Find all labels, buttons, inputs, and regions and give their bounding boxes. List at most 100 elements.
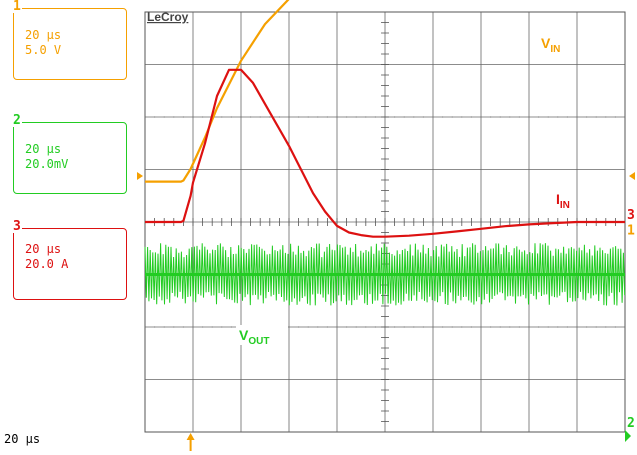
label-vout: VOUT bbox=[239, 327, 269, 347]
trigger-level-left-marker bbox=[137, 172, 143, 180]
grid-dot bbox=[490, 116, 492, 118]
grid-dot bbox=[317, 326, 319, 328]
grid-dot bbox=[403, 326, 405, 328]
label-vin: VIN bbox=[541, 35, 560, 55]
grid-dot bbox=[451, 116, 453, 118]
grid-dot bbox=[365, 326, 367, 328]
channel-3-timediv: 20 µs bbox=[25, 242, 62, 256]
grid-dot bbox=[451, 326, 453, 328]
grid-dot bbox=[595, 116, 597, 118]
grid-dot bbox=[346, 326, 348, 328]
grid-dot bbox=[605, 116, 607, 118]
grid-dot bbox=[365, 116, 367, 118]
grid-dot bbox=[557, 116, 559, 118]
grid-dot bbox=[566, 326, 569, 328]
grid-dot bbox=[547, 326, 549, 328]
grid-dot bbox=[230, 326, 232, 328]
trace-vin bbox=[145, 0, 290, 183]
grid-dot bbox=[422, 326, 424, 328]
brand-logo: LeCroy bbox=[147, 10, 189, 24]
channel-3-number: 3 bbox=[12, 219, 22, 234]
trace-labels: VIN IIN VOUT bbox=[236, 35, 570, 347]
grid-dot bbox=[202, 326, 204, 328]
grid-dot bbox=[355, 326, 357, 328]
grid-dot bbox=[394, 116, 396, 118]
grid-dot bbox=[490, 326, 492, 328]
grid-dot bbox=[154, 326, 156, 328]
grid-dot bbox=[518, 116, 521, 118]
grid-dot bbox=[298, 116, 300, 118]
grid-dot bbox=[605, 326, 607, 328]
grid-dot bbox=[154, 116, 156, 118]
grid-dot bbox=[259, 116, 261, 118]
channel-2-timediv: 20 µs bbox=[25, 142, 62, 156]
grid-dot bbox=[163, 116, 165, 118]
grid-dot bbox=[614, 116, 617, 118]
grid-dot bbox=[326, 326, 328, 328]
channel-1-box: 1 20 µs 5.0 V bbox=[12, 0, 127, 80]
grid-dot bbox=[298, 326, 300, 328]
grid-dot bbox=[173, 326, 175, 328]
grid-dot bbox=[470, 116, 472, 118]
grid-dot bbox=[442, 116, 444, 118]
grid-dot bbox=[346, 116, 348, 118]
grid-dot bbox=[538, 116, 540, 118]
channel-3-ground-marker: 3 bbox=[627, 208, 635, 223]
trigger-level-right-marker bbox=[629, 172, 635, 180]
grid-dot bbox=[230, 116, 232, 118]
grid-dot bbox=[163, 326, 165, 328]
grid-dot bbox=[374, 326, 376, 328]
label-iin: IIN bbox=[556, 191, 570, 211]
grid-dot bbox=[499, 326, 501, 328]
grid-dot bbox=[278, 116, 280, 118]
grid-dot bbox=[326, 116, 328, 118]
grid-dot bbox=[509, 326, 511, 328]
grid-dot bbox=[614, 326, 617, 328]
grid-dot bbox=[182, 326, 184, 328]
grid-dot bbox=[422, 116, 424, 118]
channel-3-box: 3 20 µs 20.0 A bbox=[12, 220, 127, 300]
markers: 31 2 bbox=[137, 172, 635, 451]
channel-3-scale: 20.0 A bbox=[25, 257, 69, 271]
grid-dot bbox=[518, 326, 521, 328]
grid-dot bbox=[557, 326, 559, 328]
grid-dot bbox=[269, 116, 271, 118]
grid-dot bbox=[221, 116, 223, 118]
grid-dot bbox=[355, 116, 357, 118]
timebase-readout: 20 µs bbox=[4, 432, 41, 446]
channel-2-ground-marker: 2 bbox=[627, 416, 635, 431]
grid-dot bbox=[538, 326, 540, 328]
grid-dot bbox=[182, 116, 184, 118]
channel-2-box: 2 20 µs 20.0mV bbox=[12, 114, 127, 194]
grid-dot bbox=[586, 326, 588, 328]
grid-dot bbox=[413, 116, 415, 118]
channel-1-timediv: 20 µs bbox=[25, 28, 62, 42]
grid-dot bbox=[547, 116, 549, 118]
grid-dot bbox=[413, 326, 415, 328]
grid-dot bbox=[442, 326, 444, 328]
grid-dot bbox=[461, 116, 463, 118]
traces bbox=[144, 0, 626, 306]
grid-dot bbox=[221, 326, 223, 328]
grid-dot bbox=[394, 326, 396, 328]
trace-iin bbox=[145, 68, 625, 238]
channel-2-number: 2 bbox=[12, 113, 22, 128]
channel-2-bottom-marker bbox=[625, 430, 631, 442]
grid-dot bbox=[307, 326, 309, 328]
grid-dot bbox=[211, 326, 213, 328]
grid-dot bbox=[509, 116, 511, 118]
grid-dot bbox=[307, 116, 309, 118]
channel-2-scale: 20.0mV bbox=[25, 157, 69, 171]
grid-dot bbox=[250, 116, 252, 118]
trigger-time-arrowhead bbox=[186, 433, 195, 440]
grid-dot bbox=[403, 116, 405, 118]
grid-dot bbox=[173, 116, 175, 118]
grid-dot bbox=[499, 116, 501, 118]
channel-1-ground-marker: 1 bbox=[627, 224, 635, 239]
grid-dot bbox=[202, 116, 204, 118]
grid-dot bbox=[566, 116, 569, 118]
grid-dot bbox=[595, 326, 597, 328]
channel-1-number: 1 bbox=[12, 0, 22, 14]
grid-dot bbox=[317, 116, 319, 118]
